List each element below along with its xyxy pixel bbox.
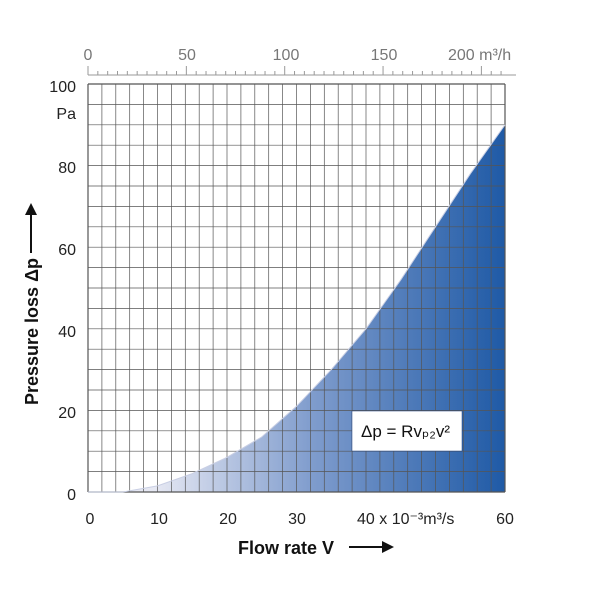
y-tick-label: 80: [58, 160, 76, 177]
formula-box: Δp = Rvₚ₂v²: [352, 411, 462, 451]
x-tick-label: 30: [288, 511, 306, 528]
x-tick-label: 40 x 10⁻³m³/s: [357, 511, 454, 528]
x-axis-title: Flow rate V: [238, 538, 334, 558]
x-tick-labels: 0 10 20 30 40 x 10⁻³m³/s 60: [86, 511, 514, 528]
x-tick-label: 0: [86, 511, 95, 528]
y-tick-label: 20: [58, 405, 76, 422]
y-axis-arrowhead-icon: [25, 203, 37, 215]
x-axis-arrowhead-icon: [382, 541, 394, 553]
top-tick-label: 100: [273, 47, 300, 64]
y-axis-title: Pressure loss Δp: [22, 258, 42, 405]
top-tick-label: 0: [84, 47, 93, 64]
x-tick-label: 10: [150, 511, 168, 528]
y-tick-labels: 0 20 40 60 80 100 Pa: [49, 79, 76, 504]
y-tick-label: 40: [58, 324, 76, 341]
y-tick-label: 0: [67, 487, 76, 504]
top-axis: 0 50 100 150 200 m³/h: [84, 47, 516, 75]
top-tick-label: 200 m³/h: [448, 47, 511, 64]
y-axis-title-group: Pressure loss Δp: [22, 203, 42, 405]
x-tick-label: 20: [219, 511, 237, 528]
y-tick-label: 60: [58, 242, 76, 259]
top-minor-ticks: [88, 66, 501, 75]
y-tick-label: 100: [49, 79, 76, 96]
x-axis-title-group: Flow rate V: [238, 538, 394, 558]
formula-text: Δp = Rvₚ₂v²: [361, 422, 450, 441]
x-tick-label: 60: [496, 511, 514, 528]
top-tick-label: 50: [178, 47, 196, 64]
top-tick-label: 150: [371, 47, 398, 64]
y-unit-label: Pa: [56, 106, 76, 123]
